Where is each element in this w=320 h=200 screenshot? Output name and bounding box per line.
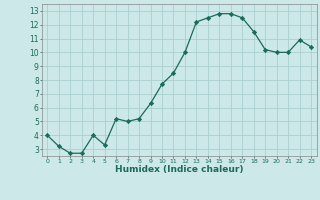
X-axis label: Humidex (Indice chaleur): Humidex (Indice chaleur) xyxy=(115,165,244,174)
